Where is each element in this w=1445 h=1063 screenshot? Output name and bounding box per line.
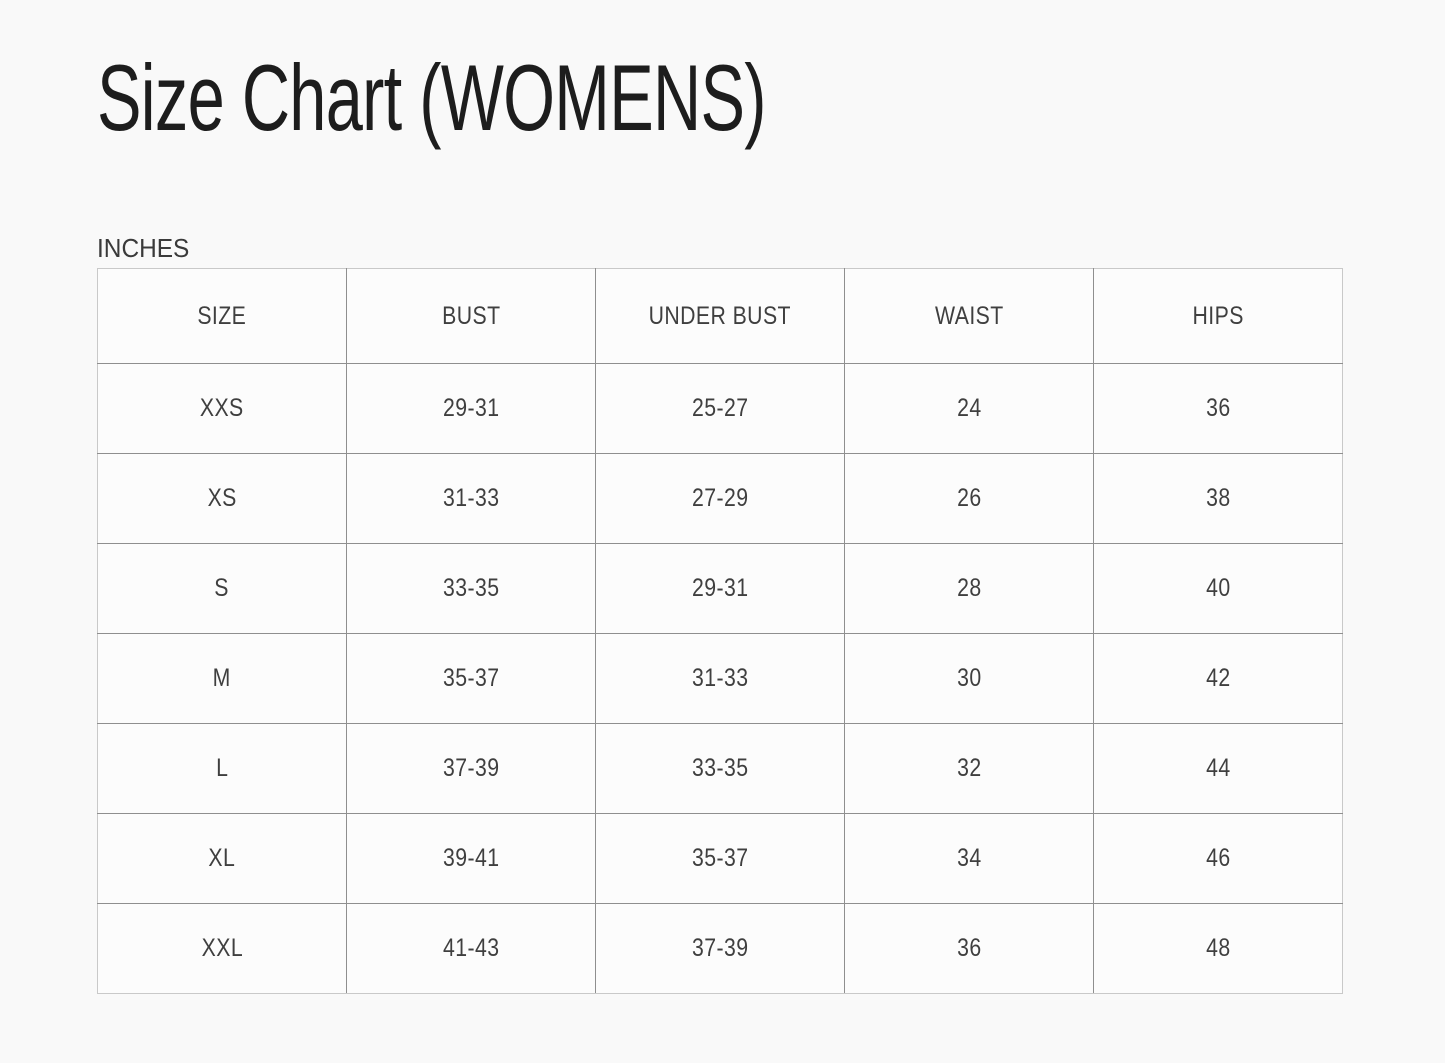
cell-size: XXL xyxy=(97,903,347,994)
table-row-xs: XS 31-33 27-29 26 38 xyxy=(97,453,1343,544)
page-title: Size Chart (WOMENS) xyxy=(97,51,1343,145)
table-row-xxl: XXL 41-43 37-39 36 48 xyxy=(97,903,1343,994)
cell-under-bust: 29-31 xyxy=(595,543,845,634)
size-chart-table: SIZE BUST UNDER BUST WAIST HIPS XXS 29-3… xyxy=(97,268,1343,994)
column-header-hips: HIPS xyxy=(1093,268,1343,364)
cell-size: XL xyxy=(97,813,347,904)
cell-under-bust: 33-35 xyxy=(595,723,845,814)
units-label-text: INCHES xyxy=(97,233,190,263)
cell-bust: 37-39 xyxy=(346,723,596,814)
cell-bust: 39-41 xyxy=(346,813,596,904)
cell-hips: 44 xyxy=(1093,723,1343,814)
cell-size: M xyxy=(97,633,347,724)
cell-hips: 46 xyxy=(1093,813,1343,904)
table-row-s: S 33-35 29-31 28 40 xyxy=(97,543,1343,634)
table-row-xl: XL 39-41 35-37 34 46 xyxy=(97,813,1343,904)
cell-bust: 29-31 xyxy=(346,363,596,454)
cell-hips: 48 xyxy=(1093,903,1343,994)
table-header: SIZE BUST UNDER BUST WAIST HIPS xyxy=(97,268,1343,364)
cell-waist: 26 xyxy=(844,453,1094,544)
size-chart-page: Size Chart (WOMENS) INCHES SIZE BUST UND… xyxy=(97,51,1343,994)
cell-hips: 36 xyxy=(1093,363,1343,454)
column-header-bust: BUST xyxy=(346,268,596,364)
cell-waist: 24 xyxy=(844,363,1094,454)
cell-size: XS xyxy=(97,453,347,544)
table-row-xxs: XXS 29-31 25-27 24 36 xyxy=(97,363,1343,454)
cell-waist: 34 xyxy=(844,813,1094,904)
cell-under-bust: 27-29 xyxy=(595,453,845,544)
cell-hips: 42 xyxy=(1093,633,1343,724)
cell-under-bust: 35-37 xyxy=(595,813,845,904)
page-title-text: Size Chart (WOMENS) xyxy=(97,45,767,150)
cell-size: L xyxy=(97,723,347,814)
cell-under-bust: 37-39 xyxy=(595,903,845,994)
cell-size: XXS xyxy=(97,363,347,454)
cell-hips: 38 xyxy=(1093,453,1343,544)
cell-waist: 32 xyxy=(844,723,1094,814)
cell-waist: 28 xyxy=(844,543,1094,634)
table-row-m: M 35-37 31-33 30 42 xyxy=(97,633,1343,724)
column-header-under-bust: UNDER BUST xyxy=(595,268,845,364)
cell-bust: 35-37 xyxy=(346,633,596,724)
cell-bust: 33-35 xyxy=(346,543,596,634)
column-header-size: SIZE xyxy=(97,268,347,364)
cell-waist: 30 xyxy=(844,633,1094,724)
cell-size: S xyxy=(97,543,347,634)
cell-bust: 31-33 xyxy=(346,453,596,544)
cell-waist: 36 xyxy=(844,903,1094,994)
cell-bust: 41-43 xyxy=(346,903,596,994)
column-header-waist: WAIST xyxy=(844,268,1094,364)
units-label: INCHES xyxy=(97,235,1343,261)
table-row-l: L 37-39 33-35 32 44 xyxy=(97,723,1343,814)
table-body: XXS 29-31 25-27 24 36 XS 31-33 27-29 26 … xyxy=(97,363,1343,994)
header-row: SIZE BUST UNDER BUST WAIST HIPS xyxy=(97,268,1343,364)
cell-under-bust: 31-33 xyxy=(595,633,845,724)
cell-hips: 40 xyxy=(1093,543,1343,634)
cell-under-bust: 25-27 xyxy=(595,363,845,454)
